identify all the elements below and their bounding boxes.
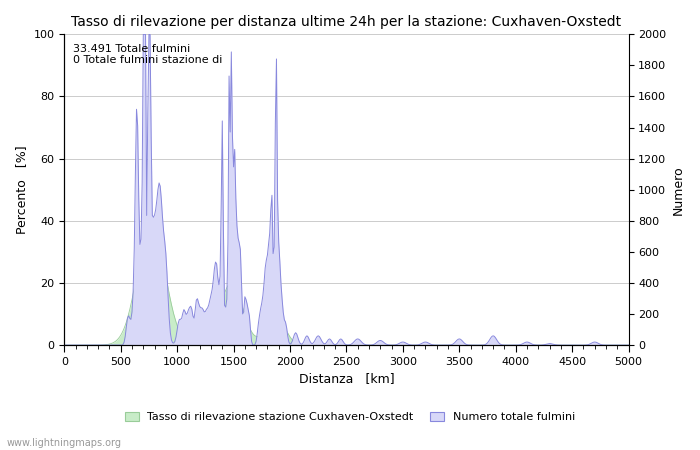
Y-axis label: Percento   [%]: Percento [%] [15,145,28,234]
Legend: Tasso di rilevazione stazione Cuxhaven-Oxstedt, Numero totale fulmini: Tasso di rilevazione stazione Cuxhaven-O… [120,407,580,427]
X-axis label: Distanza   [km]: Distanza [km] [299,373,394,386]
Text: 33.491 Totale fulmini
0 Totale fulmini stazione di: 33.491 Totale fulmini 0 Totale fulmini s… [73,44,222,65]
Text: www.lightningmaps.org: www.lightningmaps.org [7,437,122,447]
Y-axis label: Numero: Numero [672,165,685,215]
Title: Tasso di rilevazione per distanza ultime 24h per la stazione: Cuxhaven-Oxstedt: Tasso di rilevazione per distanza ultime… [71,15,622,29]
